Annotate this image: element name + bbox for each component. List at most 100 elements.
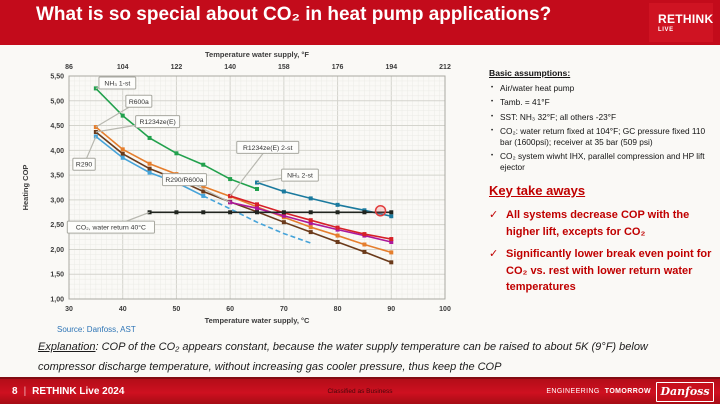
series-label-box xyxy=(281,168,319,182)
rethink-logo-text: RETHINK xyxy=(658,11,714,26)
series-label: R600a xyxy=(129,99,149,106)
data-point xyxy=(389,214,394,219)
bullet-marker: ✓ xyxy=(489,209,499,221)
bullet-marker: • xyxy=(490,85,494,91)
data-point xyxy=(147,135,152,140)
basic-assumptions-panel: Basic assumptions: • Air/water heat pump •… xyxy=(489,68,719,176)
footer-event-name: RETHINK Live 2024 xyxy=(32,386,125,397)
bottom-axis-title: Temperature water supply, °C xyxy=(205,316,310,325)
bottom-axis-tick: 40 xyxy=(119,306,127,313)
series-NH₃ 2-st xyxy=(256,181,392,218)
explanation-text: : COP of the CO₂ appears constant, becau… xyxy=(38,341,648,373)
key-takeaways-panel: Key take aways ✓ All systems decrease COP… xyxy=(489,183,720,302)
data-point xyxy=(255,202,259,207)
plot-border xyxy=(68,75,446,300)
basic-assumptions-list: • Air/water heat pump • Tamb. = 41°F • SST: N… xyxy=(489,83,719,172)
tagline-engineering: ENGINEERING xyxy=(546,388,600,395)
data-point xyxy=(389,240,394,245)
data-point xyxy=(362,210,367,215)
label-leader-line xyxy=(229,146,269,197)
bottom-axis-tick: 70 xyxy=(280,306,288,313)
data-point xyxy=(201,184,206,189)
assumption-item-text: CO₂: water return fixed at 104°F; GC pre… xyxy=(500,125,706,147)
footer-divider: | xyxy=(23,386,27,397)
y-axis-title: Heating COP xyxy=(21,165,30,211)
data-point xyxy=(335,225,340,230)
series-label: R1234ze(E) xyxy=(139,119,175,126)
data-point xyxy=(308,218,313,223)
slide-header: What is so special about CO₂ in heat pum… xyxy=(0,0,720,45)
series-label: R290/R600a xyxy=(165,177,203,184)
top-axis-tick: 122 xyxy=(171,64,183,71)
assumption-item: • CO₂: water return fixed at 104°F; GC pr… xyxy=(489,126,719,148)
y-axis-tick: 1,50 xyxy=(50,272,64,279)
data-point xyxy=(335,233,340,238)
rethink-logo-subtext: LIVE xyxy=(658,26,674,33)
explanation-label: Explanation xyxy=(38,341,96,353)
data-point xyxy=(308,196,313,201)
bullet-marker: • xyxy=(490,99,494,106)
assumption-item: • CO₂ system wiwht IHX, parallel compress… xyxy=(489,151,719,173)
data-point xyxy=(201,162,206,167)
data-point xyxy=(201,210,206,215)
data-point xyxy=(201,189,206,194)
data-point xyxy=(120,113,125,118)
bullet-marker: • xyxy=(490,152,494,159)
y-axis-tick: 2,00 xyxy=(50,247,64,254)
classification-label: Classified as Business xyxy=(327,388,393,395)
slide-title: What is so special about CO₂ in heat pum… xyxy=(36,4,552,25)
break-even-highlight xyxy=(374,205,387,217)
data-point xyxy=(335,240,340,245)
explanation-note: Explanation: COP of the CO₂ appears cons… xyxy=(38,338,704,378)
data-point xyxy=(308,221,313,226)
data-point xyxy=(228,210,233,215)
data-point xyxy=(335,210,340,215)
data-point xyxy=(389,210,394,215)
assumption-item-text: Tamb. = 41°F xyxy=(500,97,550,108)
bottom-axis-tick: 90 xyxy=(387,306,395,313)
takeaway-item: ✓ Significantly lower break even point fo… xyxy=(489,246,720,296)
data-point xyxy=(120,155,125,160)
series-label: NH₃ 1-st xyxy=(104,80,130,87)
takeaway-item: ✓ All systems decrease COP with the highe… xyxy=(489,207,720,240)
series-label-box xyxy=(98,76,137,90)
data-point xyxy=(281,189,286,194)
top-axis-tick: 158 xyxy=(278,64,290,71)
assumption-item: • Tamb. = 41°F xyxy=(489,97,719,108)
data-point xyxy=(335,202,340,207)
data-point xyxy=(308,230,313,235)
series-label: CO₂, water return 40°C xyxy=(76,224,146,232)
y-axis-tick: 4,50 xyxy=(50,123,64,130)
footer-right: ENGINEERING TOMORROW Danfoss xyxy=(546,381,714,402)
top-axis-title: Temperature water supply, °F xyxy=(205,50,309,59)
chart-source: Source: Danfoss, AST xyxy=(57,325,136,334)
data-point xyxy=(362,242,367,247)
data-point xyxy=(120,147,125,152)
takeaway-item-text: All systems decrease COP with the higher… xyxy=(506,209,690,238)
data-point xyxy=(174,210,179,215)
data-point xyxy=(174,151,179,156)
data-point xyxy=(147,161,152,166)
series-R600a xyxy=(95,126,392,254)
tagline-tomorrow: TOMORROW xyxy=(604,388,651,395)
series-label-box xyxy=(66,220,155,234)
data-point xyxy=(120,151,125,156)
bottom-axis-tick: 60 xyxy=(226,306,234,313)
top-axis-tick: 176 xyxy=(332,64,344,71)
top-axis-tick: 194 xyxy=(385,64,397,71)
y-axis-tick: 3,00 xyxy=(50,197,64,204)
y-axis-tick: 3,50 xyxy=(50,173,64,180)
basic-assumptions-heading: Basic assumptions: xyxy=(489,68,571,78)
top-axis-tick: 86 xyxy=(65,64,73,71)
takeaway-item-text: Significantly lower break even point for… xyxy=(506,248,712,293)
y-axis-tick: 1,00 xyxy=(50,297,64,304)
series-label-box xyxy=(125,94,153,108)
data-point xyxy=(389,237,394,242)
data-point xyxy=(308,225,313,230)
key-takeaways-list: ✓ All systems decrease COP with the highe… xyxy=(489,207,720,296)
data-point xyxy=(255,206,259,211)
series-label: R290 xyxy=(76,162,92,169)
footer-left: 8 | RETHINK Live 2024 xyxy=(12,386,124,397)
rethink-live-logo: RETHINK LIVE xyxy=(649,3,713,42)
